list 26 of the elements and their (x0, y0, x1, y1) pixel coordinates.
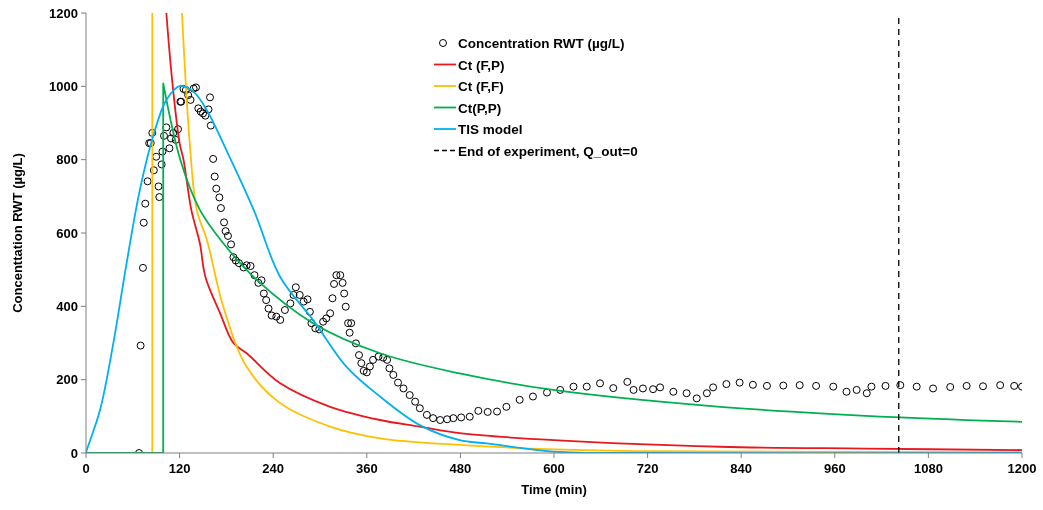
legend-label: Ct (F,F) (458, 79, 504, 94)
y-tick-label: 800 (56, 152, 78, 168)
x-tick-label: 360 (355, 461, 378, 476)
x-tick-label: 840 (730, 461, 753, 476)
y-tick-label: 1200 (49, 5, 78, 21)
x-tick-label: 120 (168, 461, 191, 476)
x-tick-label: 1200 (1007, 461, 1037, 476)
y-tick-label: 200 (56, 372, 78, 388)
y-tick-label: 1000 (49, 78, 78, 94)
x-tick-label: 1080 (913, 461, 943, 476)
x-tick-label: 480 (449, 461, 472, 476)
x-tick-label: 720 (636, 461, 659, 476)
x-tick-label: 600 (543, 461, 565, 476)
legend-label: Ct (F,P) (458, 57, 505, 73)
x-tick-label: 240 (262, 461, 285, 476)
y-tick-label: 0 (70, 445, 78, 461)
legend-label: Ct(P,P) (458, 100, 502, 116)
x-tick-label: 0 (82, 461, 90, 476)
x-axis-title: Time (min) (521, 482, 587, 497)
x-tick-label: 960 (823, 461, 846, 476)
y-tick-label: 400 (56, 298, 78, 314)
y-axis-title: Concenttation RWT (µg/L) (10, 153, 25, 313)
legend-label: TIS model (458, 122, 523, 137)
legend-label: End of experiment, Q_out=0 (458, 143, 638, 159)
legend-label: Concentration RWT (µg/L) (458, 36, 625, 51)
y-tick-label: 600 (56, 225, 78, 241)
